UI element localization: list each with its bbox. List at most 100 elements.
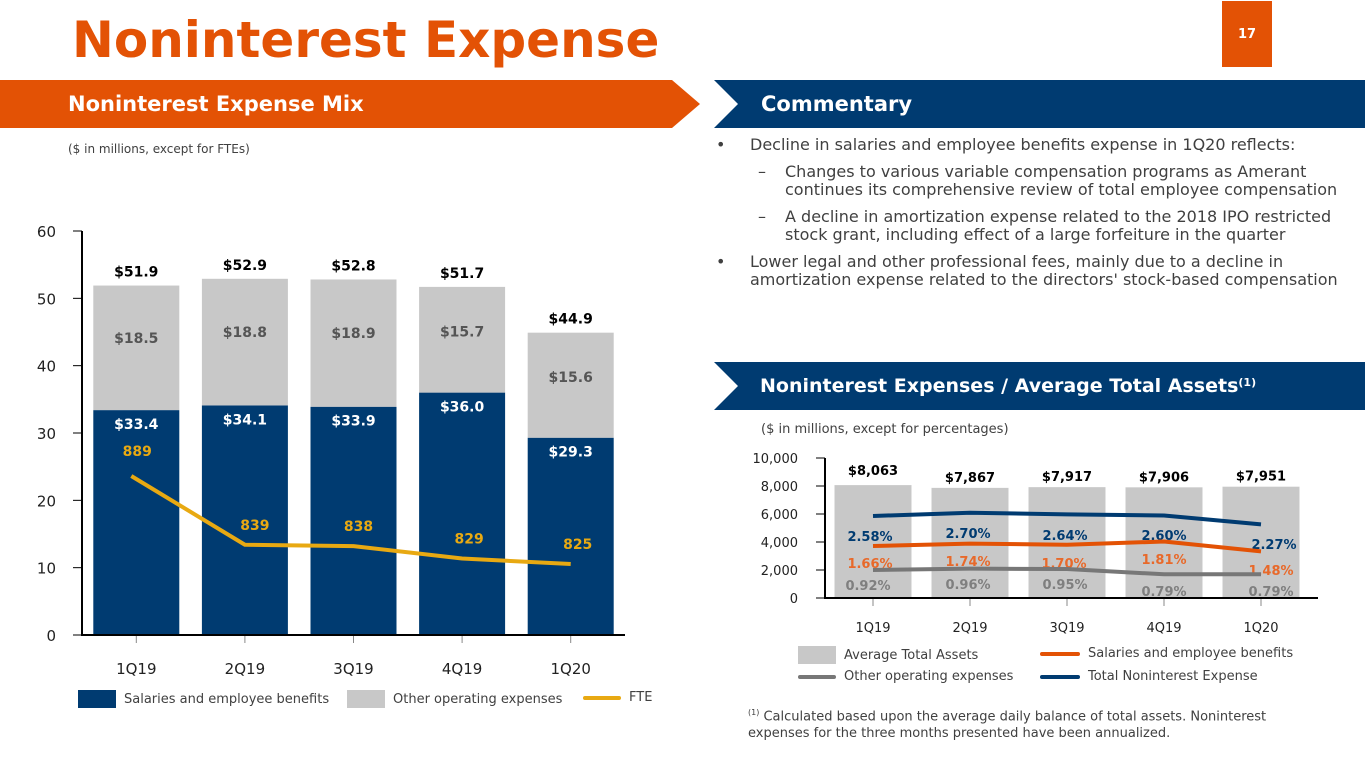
legend-swatch-other bbox=[347, 690, 385, 708]
ratio-banner-footnote-ref: (1) bbox=[1238, 375, 1257, 389]
footnote-ref: (1) bbox=[748, 708, 760, 717]
label-other: $18.9 bbox=[331, 326, 375, 342]
x-tick-label: 2Q19 bbox=[952, 621, 987, 636]
legend-label-other: Other operating expenses bbox=[393, 691, 563, 707]
label-other: $18.8 bbox=[223, 325, 267, 341]
legend-label-salaries-line: Salaries and employee benefits bbox=[1088, 646, 1294, 661]
commentary-bullet: Decline in salaries and employee benefit… bbox=[716, 136, 1356, 155]
y-tick-label: 4,000 bbox=[761, 536, 798, 551]
bar-avg-assets bbox=[1222, 486, 1300, 598]
x-tick-label: 1Q20 bbox=[550, 660, 590, 678]
y-tick-label: 20 bbox=[37, 492, 56, 510]
x-tick-label: 3Q19 bbox=[333, 660, 373, 678]
legend-label-total-line: Total Noninterest Expense bbox=[1088, 669, 1258, 684]
x-tick-label: 2Q19 bbox=[225, 660, 265, 678]
legend-avg-assets: Average Total Assets bbox=[798, 646, 978, 664]
x-tick-label: 3Q19 bbox=[1049, 621, 1084, 636]
x-tick-label: 4Q19 bbox=[1146, 621, 1181, 636]
legend-other: Other operating expenses bbox=[347, 690, 562, 708]
label-other: $18.5 bbox=[114, 331, 158, 347]
other-expense-label: 0.96% bbox=[945, 578, 990, 593]
legend-label-salaries: Salaries and employee benefits bbox=[124, 691, 330, 707]
other-expense-label: 0.79% bbox=[1248, 585, 1293, 600]
expense-mix-banner-label: Noninterest Expense Mix bbox=[68, 92, 364, 116]
label-avg-assets: $8,063 bbox=[848, 464, 898, 479]
y-tick-label: 0 bbox=[790, 592, 798, 607]
fte-label: 839 bbox=[240, 518, 269, 534]
label-total: $51.9 bbox=[114, 265, 158, 281]
x-tick-label: 1Q20 bbox=[1243, 621, 1278, 636]
legend-salaries: Salaries and employee benefits bbox=[78, 690, 329, 708]
bar-salaries bbox=[527, 437, 614, 635]
fte-label: 838 bbox=[344, 519, 373, 535]
page-number-badge: 17 bbox=[1222, 1, 1272, 67]
legend-swatch-salaries-line bbox=[1040, 651, 1080, 656]
y-tick-label: 10,000 bbox=[753, 452, 799, 467]
y-tick-label: 6,000 bbox=[761, 508, 798, 523]
fte-line bbox=[130, 474, 571, 566]
bar-avg-assets bbox=[834, 485, 912, 598]
left-units-note: ($ in millions, except for FTEs) bbox=[68, 142, 250, 156]
x-tick-label: 1Q19 bbox=[855, 621, 890, 636]
bar-other bbox=[527, 332, 614, 438]
legend-salaries-line: Salaries and employee benefits bbox=[1040, 646, 1293, 661]
y-tick-label: 50 bbox=[37, 290, 56, 308]
ratio-banner: Noninterest Expenses / Average Total Ass… bbox=[714, 362, 1365, 410]
label-total: $52.9 bbox=[223, 258, 267, 274]
salaries-line bbox=[872, 539, 1262, 554]
label-other: $15.7 bbox=[440, 324, 484, 340]
y-tick-label: 30 bbox=[37, 425, 56, 443]
total-expense-label: 2.64% bbox=[1042, 529, 1087, 544]
legend-other-line: Other operating expenses bbox=[798, 669, 1013, 684]
fte-label: 889 bbox=[123, 444, 152, 460]
label-salaries: $36.0 bbox=[440, 400, 485, 416]
commentary-bullet: Lower legal and other professional fees,… bbox=[716, 253, 1356, 289]
commentary-banner: Commentary bbox=[714, 80, 1365, 128]
other-expense-label: 0.95% bbox=[1042, 578, 1087, 593]
label-salaries: $34.1 bbox=[223, 412, 267, 428]
total-expense-line bbox=[872, 510, 1262, 527]
label-avg-assets: $7,867 bbox=[945, 471, 995, 486]
label-other: $15.6 bbox=[549, 370, 593, 386]
other-expense-label: 0.92% bbox=[845, 579, 890, 594]
label-salaries: $33.9 bbox=[331, 414, 375, 430]
label-salaries: $33.4 bbox=[114, 417, 159, 433]
bar-other bbox=[201, 278, 288, 406]
legend-label-avg-assets: Average Total Assets bbox=[844, 647, 979, 663]
page-title: Noninterest Expense bbox=[72, 11, 660, 69]
y-tick-label: 2,000 bbox=[761, 564, 798, 579]
right-units-note: ($ in millions, except for percentages) bbox=[761, 422, 1009, 437]
y-tick-label: 8,000 bbox=[761, 480, 798, 495]
footnote: (1) Calculated based upon the average da… bbox=[748, 704, 1308, 742]
bar-salaries bbox=[93, 410, 180, 635]
label-avg-assets: $7,951 bbox=[1236, 470, 1286, 485]
salaries-label: 1.81% bbox=[1141, 553, 1186, 568]
label-total: $52.8 bbox=[331, 258, 375, 274]
total-expense-label: 2.27% bbox=[1251, 538, 1296, 553]
bar-salaries bbox=[201, 405, 288, 635]
label-avg-assets: $7,917 bbox=[1042, 470, 1092, 485]
legend-swatch-salaries bbox=[78, 690, 116, 708]
bar-other bbox=[310, 279, 397, 407]
legend-label-fte: FTE bbox=[629, 690, 653, 705]
legend-swatch-fte bbox=[583, 695, 621, 700]
ratio-chart: $8,063 1Q19 $7,867 2Q19 $7,917 3Q19 $7,906 4Q19… bbox=[753, 452, 1318, 636]
legend-label-other-line: Other operating expenses bbox=[844, 669, 1014, 684]
bar-salaries bbox=[419, 392, 506, 635]
label-avg-assets: $7,906 bbox=[1139, 470, 1189, 485]
total-expense-label: 2.58% bbox=[847, 530, 892, 545]
commentary-sub-bullet: Changes to various variable compensation… bbox=[716, 163, 1356, 199]
footnote-text: Calculated based upon the average daily … bbox=[748, 709, 1267, 742]
y-tick-label: 0 bbox=[46, 627, 56, 645]
y-tick-label: 40 bbox=[37, 358, 56, 376]
x-tick-label: 1Q19 bbox=[116, 660, 156, 678]
expense-mix-banner: Noninterest Expense Mix bbox=[0, 80, 700, 128]
legend-swatch-avg-assets bbox=[798, 646, 836, 664]
commentary-list: Decline in salaries and employee benefit… bbox=[716, 136, 1356, 298]
bar-salaries bbox=[310, 406, 397, 635]
x-tick-label: 4Q19 bbox=[442, 660, 482, 678]
fte-label: 825 bbox=[563, 537, 592, 553]
other-expense-line bbox=[872, 566, 1261, 577]
salaries-label: 1.74% bbox=[945, 555, 990, 570]
bar-other bbox=[419, 286, 506, 393]
